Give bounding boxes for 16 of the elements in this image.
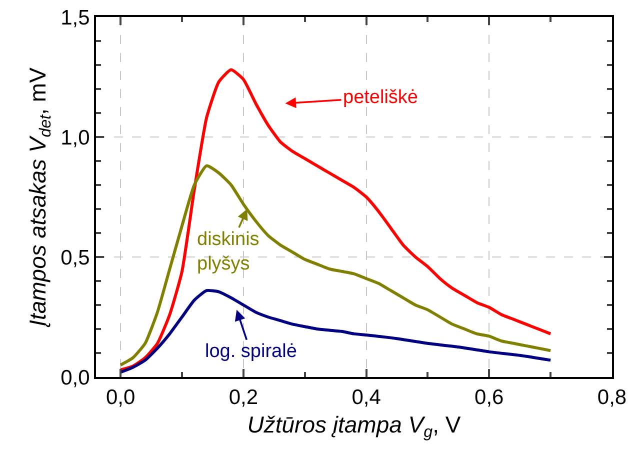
annotation: peteliškė [343,87,418,108]
x-tick-label: 0,6 [474,386,504,410]
y-tick-label: 0,5 [60,246,90,270]
y-tick-label: 1,0 [60,126,90,150]
line-series [119,164,552,366]
x-axis-title: Užtūros įtampa V$_{g}$, V [247,411,462,442]
line-series [119,68,552,372]
annotation: diskinis plyšys [197,229,260,275]
annotation: log. spiralė [205,341,297,362]
line-series [119,289,552,374]
y-tick-label: 0,0 [60,366,90,390]
x-tick-label: 0,2 [228,386,258,410]
x-tick-label: 0,8 [597,386,627,410]
x-tick-label: 0,4 [352,386,382,410]
x-tick-label: 0,0 [106,386,136,410]
y-tick-label: 1,5 [60,6,90,30]
